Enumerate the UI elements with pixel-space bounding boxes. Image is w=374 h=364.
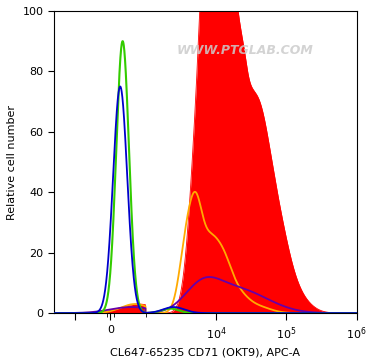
Text: WWW.PTGLAB.COM: WWW.PTGLAB.COM (176, 44, 313, 57)
X-axis label: CL647-65235 CD71 (OKT9), APC-A: CL647-65235 CD71 (OKT9), APC-A (110, 347, 300, 357)
Y-axis label: Relative cell number: Relative cell number (7, 104, 17, 219)
